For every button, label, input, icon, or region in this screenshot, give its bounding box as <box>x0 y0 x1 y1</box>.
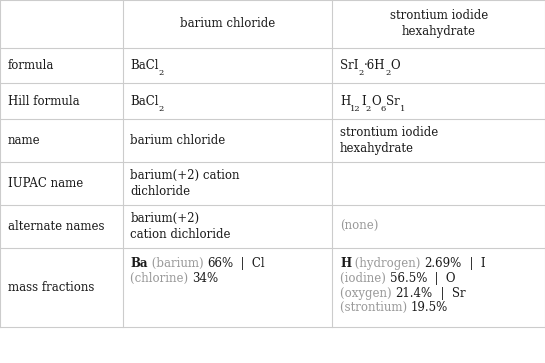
Text: barium chloride: barium chloride <box>180 17 275 30</box>
Text: O: O <box>391 59 400 72</box>
Text: Sr: Sr <box>386 95 399 108</box>
Text: 19.5%: 19.5% <box>411 301 448 314</box>
Text: strontium iodide
hexahydrate: strontium iodide hexahydrate <box>390 9 488 38</box>
Text: |  Sr: | Sr <box>433 286 465 299</box>
Text: mass fractions: mass fractions <box>8 281 94 294</box>
Text: (strontium): (strontium) <box>340 301 411 314</box>
Text: 21.4%: 21.4% <box>396 286 433 299</box>
Text: SrI: SrI <box>340 59 359 72</box>
Text: BaCl: BaCl <box>130 95 159 108</box>
Text: 2.69%: 2.69% <box>425 257 462 270</box>
Text: formula: formula <box>8 59 54 72</box>
Text: IUPAC name: IUPAC name <box>8 177 83 190</box>
Text: (none): (none) <box>340 220 378 233</box>
Text: (oxygen): (oxygen) <box>340 286 396 299</box>
Text: barium(+2) cation
dichloride: barium(+2) cation dichloride <box>130 169 240 198</box>
Text: (hydrogen): (hydrogen) <box>351 257 425 270</box>
Text: (chlorine): (chlorine) <box>130 272 192 285</box>
Text: barium(+2)
cation dichloride: barium(+2) cation dichloride <box>130 212 231 241</box>
Text: H: H <box>340 257 351 270</box>
Text: H: H <box>340 95 350 108</box>
Text: 56.5%: 56.5% <box>390 272 427 285</box>
Text: Ba: Ba <box>130 257 148 270</box>
Text: alternate names: alternate names <box>8 220 104 233</box>
Text: 2: 2 <box>159 105 164 113</box>
Text: 2: 2 <box>366 105 371 113</box>
Text: 1: 1 <box>399 105 405 113</box>
Text: ·6H: ·6H <box>364 59 385 72</box>
Text: 6: 6 <box>380 105 386 113</box>
Text: 2: 2 <box>159 69 164 77</box>
Text: 34%: 34% <box>192 272 218 285</box>
Text: I: I <box>361 95 366 108</box>
Text: (barium): (barium) <box>148 257 207 270</box>
Text: name: name <box>8 134 40 147</box>
Text: BaCl: BaCl <box>130 59 159 72</box>
Text: strontium iodide
hexahydrate: strontium iodide hexahydrate <box>340 126 438 155</box>
Text: (iodine): (iodine) <box>340 272 390 285</box>
Text: Hill formula: Hill formula <box>8 95 79 108</box>
Text: O: O <box>371 95 380 108</box>
Text: 12: 12 <box>350 105 361 113</box>
Text: |  I: | I <box>462 257 485 270</box>
Text: 2: 2 <box>385 69 391 77</box>
Text: |  O: | O <box>427 272 456 285</box>
Text: barium chloride: barium chloride <box>130 134 226 147</box>
Text: 2: 2 <box>359 69 364 77</box>
Text: 66%: 66% <box>207 257 233 270</box>
Text: |  Cl: | Cl <box>233 257 265 270</box>
